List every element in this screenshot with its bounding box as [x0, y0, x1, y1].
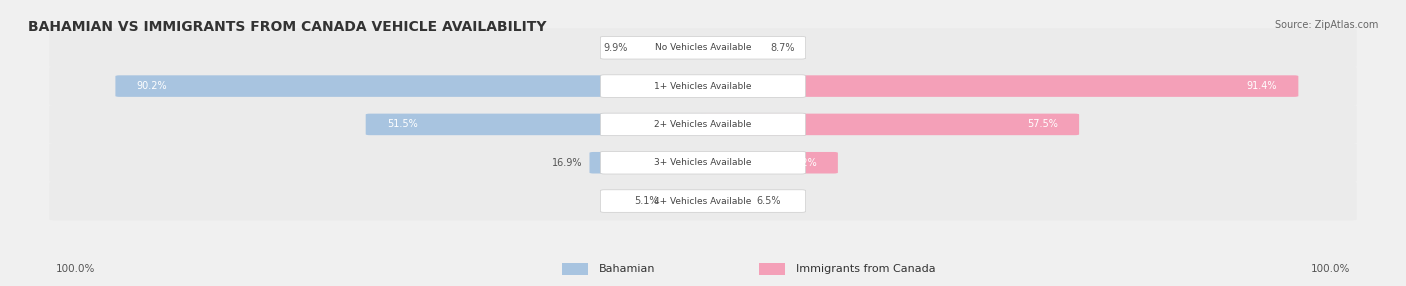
Text: 51.5%: 51.5% [387, 120, 418, 129]
Text: 91.4%: 91.4% [1247, 81, 1277, 91]
Text: 2+ Vehicles Available: 2+ Vehicles Available [654, 120, 752, 129]
Text: 1+ Vehicles Available: 1+ Vehicles Available [654, 82, 752, 91]
Text: No Vehicles Available: No Vehicles Available [655, 43, 751, 52]
Text: 100.0%: 100.0% [1310, 264, 1350, 274]
Text: 20.2%: 20.2% [786, 158, 817, 168]
Text: 9.9%: 9.9% [603, 43, 627, 53]
Text: 57.5%: 57.5% [1028, 120, 1057, 129]
Text: Bahamian: Bahamian [599, 264, 655, 274]
Text: BAHAMIAN VS IMMIGRANTS FROM CANADA VEHICLE AVAILABILITY: BAHAMIAN VS IMMIGRANTS FROM CANADA VEHIC… [28, 20, 547, 34]
Text: 3+ Vehicles Available: 3+ Vehicles Available [654, 158, 752, 167]
Text: 5.1%: 5.1% [634, 196, 659, 206]
Text: 16.9%: 16.9% [553, 158, 582, 168]
Text: Immigrants from Canada: Immigrants from Canada [796, 264, 935, 274]
Text: 6.5%: 6.5% [756, 196, 780, 206]
Text: 4+ Vehicles Available: 4+ Vehicles Available [654, 196, 752, 206]
Text: 8.7%: 8.7% [770, 43, 794, 53]
Text: Source: ZipAtlas.com: Source: ZipAtlas.com [1274, 20, 1378, 30]
Text: 100.0%: 100.0% [56, 264, 96, 274]
Text: 90.2%: 90.2% [136, 81, 167, 91]
